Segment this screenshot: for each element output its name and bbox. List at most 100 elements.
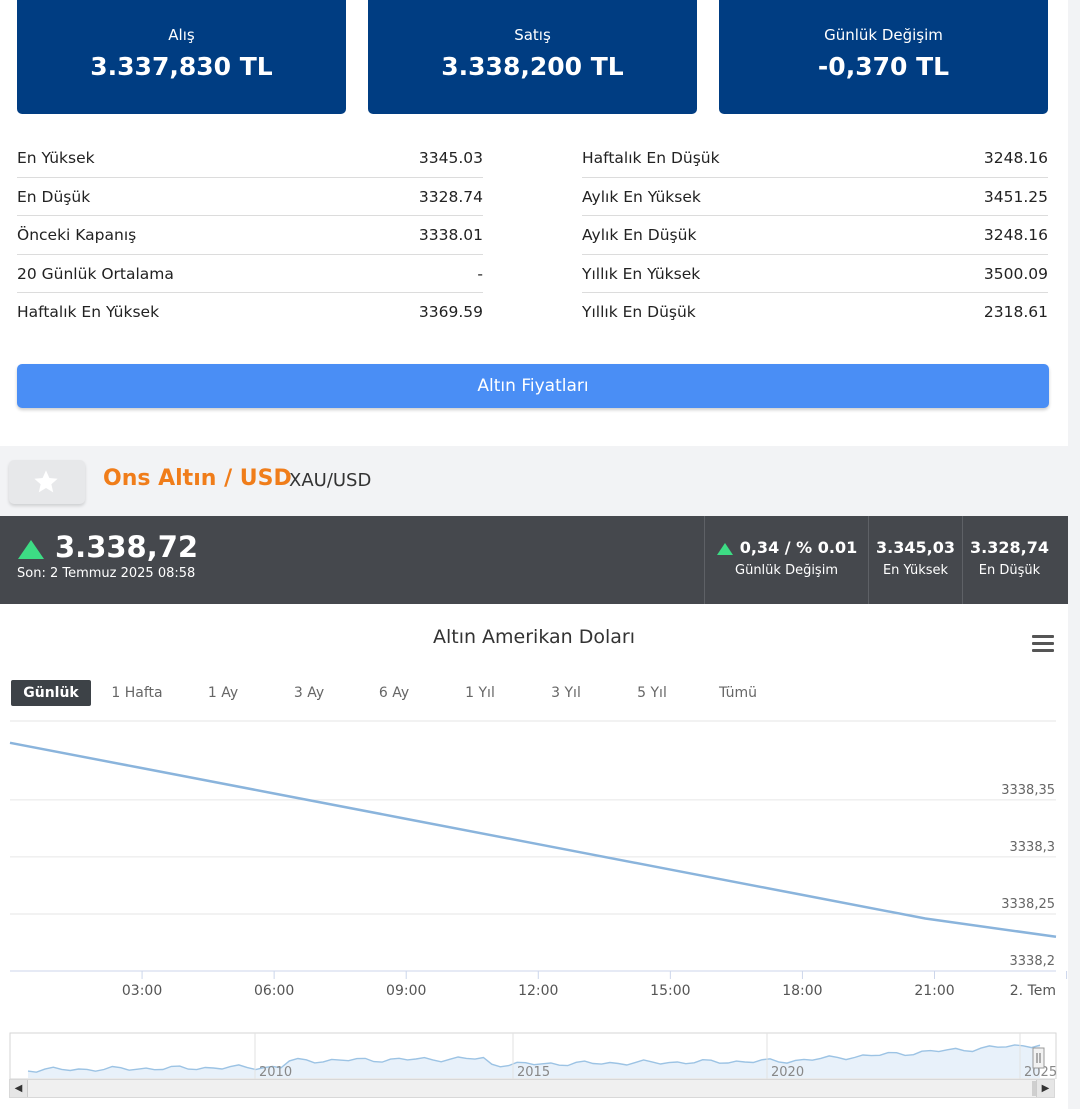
quote-bar: 3.338,72 Son: 2 Temmuz 2025 08:58 0,34 /… [0,516,1068,604]
instrument-name: Ons Altın / USD [103,466,292,491]
stat-label: En Düşük [17,187,91,206]
navigator-chart[interactable]: 2010 2015 2020 2025 [0,1024,1068,1079]
daily-change-value: 0,34 / % 0.01 [739,538,858,557]
buy-value: 3.337,830 TL [90,52,273,81]
stat-label: 20 Günlük Ortalama [17,264,174,283]
scrollbar-thumb[interactable] [1032,1081,1038,1096]
daily-change-cell: 0,34 / % 0.01 Günlük Değişim [704,516,868,604]
gold-prices-button[interactable]: Altın Fiyatları [17,364,1049,408]
scroll-left-icon[interactable]: ◀ [10,1080,28,1097]
low-label: En Düşük [978,563,1041,578]
chart-title: Altın Amerikan Doları [432,626,636,648]
stat-value: 3328.74 [418,187,483,206]
last-update: Son: 2 Temmuz 2025 08:58 [17,566,196,581]
star-icon [34,470,58,493]
instrument-code: XAU/USD [289,470,372,491]
stat-row: 20 Günlük Ortalama - [17,255,483,293]
stat-value: - [477,264,483,283]
daily-change-label: Günlük Değişim [824,26,943,44]
stats-left-column: En Yüksek 3345.03 En Düşük 3328.74 Önceki … [17,139,483,332]
high-label: En Yüksek [882,563,949,578]
daily-change-card: Günlük Değişim -0,370 TL [719,0,1048,114]
x-tick-label: 06:00 [254,983,294,999]
price-summary-panel: Alış 3.337,830 TL Satış 3.338,200 TL Gün… [0,0,1068,446]
daily-change: 0,34 / % 0.01 [705,538,868,557]
buy-price-card: Alış 3.337,830 TL [17,0,346,114]
daily-change-label: Günlük Değişim [735,563,838,578]
range-3-years[interactable]: 3 Yıl [551,685,581,701]
stat-value: 3248.16 [983,149,1048,167]
navigator-label: 2010 [259,1065,292,1079]
x-tick-label: 03:00 [122,983,162,999]
x-tick-label: 21:00 [914,983,954,999]
chart-menu-icon[interactable] [1032,635,1054,653]
y-tick-label: 3338,2 [1010,954,1056,969]
stat-value: 3451.25 [983,187,1048,206]
x-tick-label: 09:00 [386,983,426,999]
stat-row: Yıllık En Yüksek 3500.09 [582,255,1048,293]
favorite-button[interactable] [9,460,85,504]
range-5-years[interactable]: 5 Yıl [637,685,667,701]
navigator-area [28,1044,1040,1078]
x-tick-label: 2. Tem [1010,983,1056,999]
stat-row: Haftalık En Yüksek 3369.59 [17,293,483,332]
range-1-week[interactable]: 1 Hafta [111,685,163,701]
up-arrow-icon [18,540,44,559]
stat-value: 2318.61 [983,303,1048,321]
chart-area: Altın Amerikan Doları Günlük 1 Hafta 1 A… [0,604,1068,1109]
low-value: 3.328,74 [970,538,1049,557]
sell-value: 3.338,200 TL [441,52,624,81]
range-1-year[interactable]: 1 Yıl [465,685,495,701]
x-tick-label: 15:00 [650,983,690,999]
stat-value: 3338.01 [418,226,483,244]
stat-value: 3500.09 [983,264,1048,283]
range-all[interactable]: Tümü [718,685,757,701]
stats-right-column: Haftalık En Düşük 3248.16 Aylık En Yüksek… [582,139,1048,332]
navigator-label: 2025 [1024,1065,1057,1079]
y-tick-label: 3338,35 [1001,783,1055,798]
stat-label: En Yüksek [17,149,95,167]
stat-row: En Yüksek 3345.03 [17,139,483,178]
stat-label: Yıllık En Yüksek [582,264,701,283]
y-tick-label: 3338,25 [1001,897,1055,912]
low-cell: 3.328,74 En Düşük [962,516,1056,604]
stat-row: Haftalık En Düşük 3248.16 [582,139,1048,178]
stat-label: Yıllık En Düşük [582,303,696,321]
stat-value: 3248.16 [983,226,1048,244]
stat-label: Aylık En Düşük [582,226,697,244]
stat-label: Önceki Kapanış [17,226,137,244]
current-price: 3.338,72 [55,530,199,564]
range-daily[interactable]: Günlük [11,680,91,706]
range-6-months[interactable]: 6 Ay [378,685,410,701]
stat-row: En Düşük 3328.74 [17,178,483,216]
stat-row: Aylık En Yüksek 3451.25 [582,178,1048,216]
buy-label: Alış [168,26,195,44]
x-tick-label: 12:00 [518,983,558,999]
navigator-line [27,1044,1041,1073]
stat-row: Önceki Kapanış 3338.01 [17,216,483,255]
navigator-label: 2020 [771,1065,804,1079]
sell-price-card: Satış 3.338,200 TL [368,0,697,114]
x-tick-label: 18:00 [782,983,822,999]
high-value: 3.345,03 [876,538,955,557]
sell-label: Satış [514,26,551,44]
navigator-handle [1032,1047,1045,1069]
up-arrow-small-icon [716,542,733,555]
navigator-scrollbar[interactable]: ◀ ▶ [9,1079,1055,1098]
high-cell: 3.345,03 En Yüksek [868,516,962,604]
navigator-label: 2015 [517,1065,550,1079]
range-3-months[interactable]: 3 Ay [293,685,325,701]
stat-row: Yıllık En Düşük 2318.61 [582,293,1048,332]
daily-change-value: -0,370 TL [817,52,950,81]
stat-label: Aylık En Yüksek [582,187,701,206]
price-line-chart[interactable]: 3338,35 3338,3 3338,25 3338,2 03:00 06:00 09:0… [0,604,1068,1004]
scroll-right-icon[interactable]: ▶ [1036,1080,1054,1097]
y-tick-label: 3338,3 [1010,840,1056,855]
range-1-month[interactable]: 1 Ay [207,685,239,701]
stat-value: 3345.03 [418,149,483,167]
stat-label: Haftalık En Yüksek [17,303,160,321]
stat-label: Haftalık En Düşük [582,149,720,167]
stat-value: 3369.59 [418,303,483,321]
stat-row: Aylık En Düşük 3248.16 [582,216,1048,255]
series-line [9,741,1057,939]
